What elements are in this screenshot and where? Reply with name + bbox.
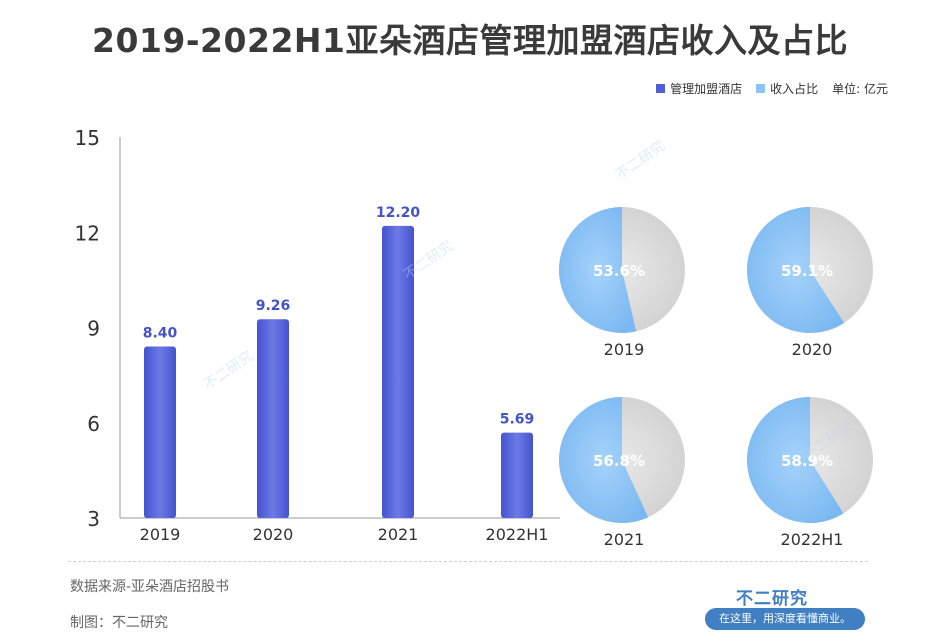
pie-category-label: 2021 — [604, 530, 645, 549]
bar-chart: 3 6 9 12 15 8.40 2019 9.26 2020 12.20 2021 5.69 2022… — [75, 126, 560, 544]
pie-category-label: 2022H1 — [781, 530, 844, 549]
brand-tagline: 在这里，用深度看懂商业。 — [705, 608, 865, 630]
pie-share-slice — [559, 207, 637, 333]
legend-item-bar: 管理加盟酒店 — [656, 80, 742, 97]
pie-charts: 53.6% 2019 59.1% 2020 56.8% 2021 58.9% 2022H1 — [559, 207, 873, 549]
chart-canvas: 3 6 9 12 15 8.40 2019 9.26 2020 12.20 2021 5.69 2022… — [75, 126, 873, 549]
x-tick-label: 2021 — [378, 525, 419, 544]
pie-share-label: 56.8% — [593, 452, 645, 470]
data-source: 数据来源-亚朵酒店招股书 — [70, 579, 230, 595]
brand-logo: 不二研究 — [736, 589, 808, 609]
pie-share-label: 59.1% — [781, 262, 833, 280]
x-tick-label: 2019 — [140, 525, 181, 544]
bar — [382, 225, 414, 518]
pie-share-slice — [746, 397, 844, 523]
pie-share-slice — [559, 397, 649, 523]
y-tick-label: 12 — [75, 221, 100, 245]
chart-title: 2019-2022H1亚朵酒店管理加盟酒店收入及占比 — [92, 21, 848, 60]
legend-item-share: 收入占比 — [756, 80, 818, 97]
pie-share-label: 53.6% — [593, 262, 645, 280]
bar — [144, 346, 176, 518]
legend-swatch-bar — [656, 84, 666, 93]
legend-label-share: 收入占比 — [770, 82, 819, 96]
unit-label: 单位: 亿元 — [832, 82, 888, 96]
pie-category-label: 2019 — [604, 340, 645, 359]
y-tick-label: 6 — [87, 412, 100, 436]
bar — [257, 319, 289, 518]
chart-maker: 制图：不二研究 — [70, 615, 168, 631]
pie-category-label: 2020 — [792, 340, 833, 359]
footer-divider — [68, 561, 868, 562]
y-tick-label: 15 — [75, 126, 100, 150]
x-tick-label: 2020 — [253, 525, 294, 544]
bar-value-label: 9.26 — [256, 298, 291, 314]
bar-value-label: 5.69 — [500, 412, 535, 428]
pie-share-label: 58.9% — [781, 452, 833, 470]
x-tick-label: 2022H1 — [486, 525, 549, 544]
bar — [501, 432, 533, 518]
legend: 管理加盟酒店 收入占比 单位: 亿元 — [656, 80, 888, 97]
y-tick-label: 9 — [87, 317, 100, 341]
bar-value-label: 8.40 — [143, 326, 178, 342]
y-tick-label: 3 — [87, 507, 100, 531]
legend-label-bar: 管理加盟酒店 — [670, 82, 743, 96]
bar-value-label: 12.20 — [376, 205, 421, 221]
legend-swatch-share — [756, 84, 766, 93]
pie-share-slice — [747, 207, 845, 333]
